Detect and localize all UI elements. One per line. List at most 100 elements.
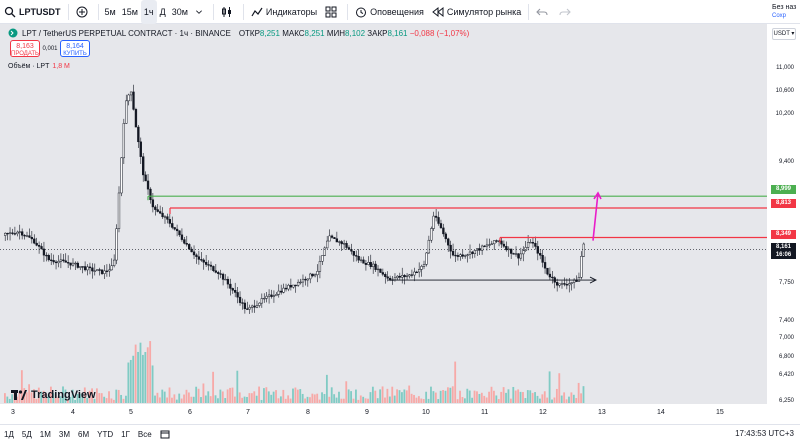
indicators-button[interactable]: Индикаторы (247, 0, 321, 24)
volume-bar (529, 390, 532, 403)
timeframe-5m[interactable]: 5м (104, 6, 116, 17)
x-tick: 14 (657, 409, 665, 416)
replay-button[interactable]: Симулятор рынка (428, 0, 525, 24)
currency-select[interactable]: USDT ▾ (772, 28, 796, 40)
candle-up (372, 263, 375, 267)
chart-type-button[interactable] (217, 0, 240, 24)
search-symbol-button[interactable]: LPTUSDT (0, 0, 65, 24)
volume-bar (125, 395, 127, 403)
x-tick: 6 (188, 409, 192, 416)
candle-up (420, 266, 423, 270)
date-range-button[interactable] (156, 429, 174, 441)
candle-up (272, 295, 276, 297)
candle-down (284, 287, 288, 290)
range-1y[interactable]: 1Г (121, 430, 130, 439)
price-chart[interactable] (0, 24, 800, 406)
range-6m[interactable]: 6М (78, 430, 90, 439)
candle-up (248, 307, 251, 310)
candle-down (217, 272, 220, 274)
candle-down (13, 233, 17, 235)
timeframe-dropdown[interactable] (191, 0, 210, 24)
range-1m[interactable]: 1М (39, 430, 51, 439)
candle-down (202, 259, 205, 263)
volume-bar (401, 392, 403, 403)
volume-bar (18, 392, 21, 403)
candle-down (534, 243, 537, 247)
volume-bar (541, 394, 544, 403)
open-value: 8,251 (259, 28, 280, 38)
candle-up (110, 265, 113, 271)
volume-bar (376, 398, 379, 403)
timeframe-1d[interactable]: Д (159, 6, 166, 17)
compare-button[interactable] (72, 0, 95, 24)
layouts-button[interactable] (321, 0, 344, 24)
candle-down (374, 263, 377, 270)
volume-bar (183, 394, 185, 403)
range-5d[interactable]: 5Д (21, 430, 32, 439)
candle-up (86, 266, 89, 271)
candle-down (180, 234, 184, 240)
volume-bar (388, 396, 391, 403)
chart-pane[interactable] (0, 24, 800, 406)
volume-bar (519, 391, 522, 403)
candle-up (526, 242, 530, 248)
y-tick: 7,750 (778, 280, 794, 286)
range-ytd[interactable]: YTD (97, 430, 114, 439)
candle-down (45, 254, 48, 257)
tradingview-logo[interactable]: TradingView (11, 389, 96, 401)
volume-bar (558, 373, 561, 403)
redo-button[interactable] (555, 0, 578, 24)
buy-button[interactable]: 8,164 КУПИТЬ (60, 40, 90, 57)
volume-bar (25, 392, 28, 403)
volume-bar (536, 395, 539, 403)
candle-down (330, 235, 334, 238)
sell-button[interactable]: 8,163 ПРОДАТЬ (10, 40, 40, 57)
clock[interactable]: 17:43:53 UTC+3 (735, 429, 794, 438)
volume-bar (141, 354, 144, 403)
candle-down (30, 237, 34, 240)
x-tick: 15 (716, 409, 724, 416)
volume-bar (338, 391, 340, 403)
timeframe-15m[interactable]: 15м (121, 6, 138, 17)
candle-down (81, 266, 84, 268)
timeframe-30m[interactable]: 30м (171, 6, 188, 17)
candle-up (464, 255, 467, 257)
candle-down (362, 259, 365, 264)
volume-bar (74, 399, 77, 403)
volume-legend: Объём · LPT 1,8 M (8, 63, 70, 70)
volume-bar (42, 390, 45, 403)
volume-bar (415, 397, 418, 403)
candle-down (137, 126, 140, 143)
candle-down (352, 250, 355, 256)
range-3m[interactable]: 3М (58, 430, 70, 439)
undo-button[interactable] (532, 0, 555, 24)
indicators-label: Индикаторы (265, 6, 318, 17)
volume-bar (163, 391, 166, 403)
candle-down (188, 244, 191, 250)
candle-down (173, 227, 176, 230)
layout-name-button[interactable]: Без наз Сохр (758, 0, 800, 24)
range-1d[interactable]: 1Д (4, 430, 14, 439)
candle-up (282, 287, 285, 293)
candle-up (519, 253, 523, 259)
sell-price: 8,163 (16, 43, 34, 50)
plus-circle-icon (76, 6, 87, 17)
range-all[interactable]: Все (137, 430, 152, 439)
volume-bar (425, 391, 428, 403)
sell-label: ПРОДАТЬ (11, 51, 39, 57)
candle-up (71, 262, 75, 266)
y-tick: 6,800 (778, 354, 794, 360)
candle-up (79, 266, 82, 268)
volume-bar (514, 390, 517, 403)
alerts-button[interactable]: Оповещения (351, 0, 428, 24)
search-icon (4, 6, 16, 17)
volume-bar (258, 386, 261, 403)
x-tick: 3 (11, 409, 15, 416)
volume-bar (553, 397, 556, 403)
x-tick: 10 (422, 409, 430, 416)
timeframe-1h[interactable]: 1ч (140, 0, 157, 24)
save-label: Сохр (772, 13, 786, 19)
volume-bar (357, 399, 360, 403)
candle-down (100, 269, 104, 274)
volume-bar (110, 398, 113, 403)
